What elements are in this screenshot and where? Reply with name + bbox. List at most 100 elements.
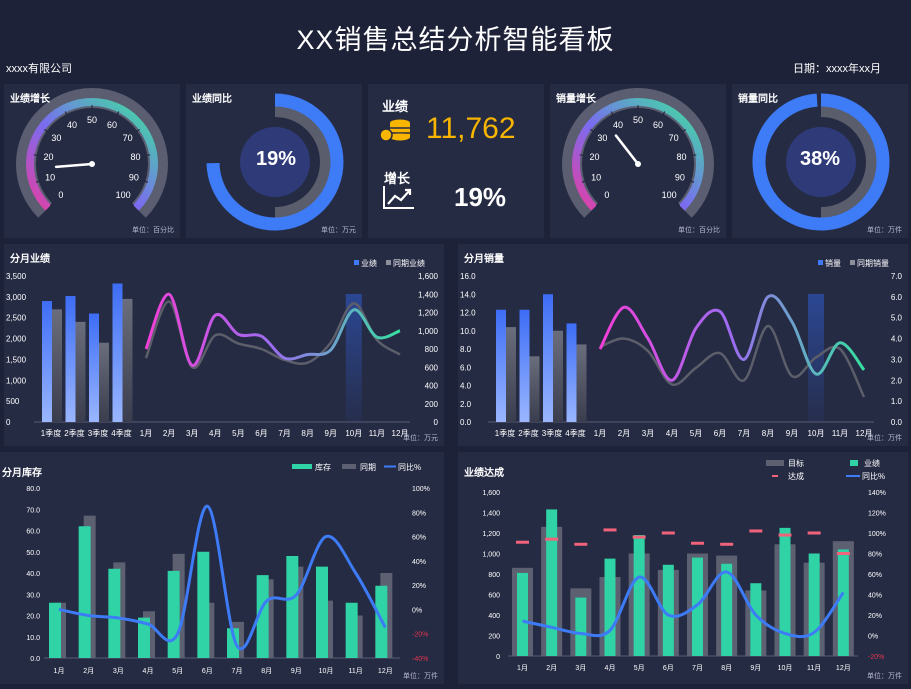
gauge-tick [146,154,151,156]
kpi-performance-label: 业绩 [382,99,409,114]
gauge-tick-label: 90 [129,173,139,183]
inventory-panel: 分月库存 0.0 10.0 20.0 30.0 40.0 50.0 60.0 70.0 80.0… [0,452,444,684]
legend-swatch [772,475,778,477]
y-tick-label: 1,200 [482,531,500,538]
y2-tick-label: 60% [412,535,426,542]
y-tick-label: 30.0 [26,592,40,599]
y2-tick-label: 0.0 [891,418,903,427]
gauge-tick [676,202,681,207]
gauge-needle-hub [635,161,641,167]
y-tick-label: 0 [6,418,11,427]
achievement-panel: 业绩达成 0 200 400 600 800 1,000 1,200 1,400 1,600 -2… [458,452,908,684]
gauge-tick-label: 40 [67,120,77,130]
gauge-tick-label: 30 [51,133,61,143]
bar-同期业绩 [52,309,62,422]
legend-label: 目标 [788,458,804,468]
y2-tick-label: 80% [412,510,426,517]
bar-库存 [286,556,299,658]
x-tick-label: 1月 [54,667,65,675]
marker-达成 [516,540,529,544]
gauge-tick [33,154,38,156]
gauge-tick [35,180,40,183]
bar-业绩 [89,313,99,422]
coins-icon [380,119,410,142]
gauge-tick-label: 40 [613,120,623,130]
line-同比 [58,504,387,651]
kpi-growth-label: 增长 [384,171,411,186]
y2-tick-label: 40% [868,593,882,600]
x-tick-label: 5月 [634,664,645,672]
gauge-tick [144,180,149,183]
panel-title: 业绩增长 [10,94,50,105]
y2-tick-label: 6.0 [891,293,903,302]
x-tick-label: 7月 [278,429,290,438]
gauge-tick-label: 60 [653,120,663,130]
y-tick-label: 2,000 [6,335,27,344]
gauge-tick-label: 20 [590,152,600,162]
x-tick-label: 4月 [209,429,221,438]
bar-库存 [49,602,61,658]
bar-业绩 [112,283,123,422]
gauge-tick-label: 100 [662,190,677,200]
bar-业绩 [65,296,76,422]
x-tick-label: 2月 [163,429,175,438]
y2-tick-label: 100% [412,486,430,493]
y2-tick-label: 600 [425,363,439,372]
unit-label: 单位：万元 [321,227,356,234]
gauge-tick [43,128,48,133]
legend-label: 库存 [315,462,331,472]
y2-tick-label: 200 [425,400,439,409]
y-tick-label: 1,000 [6,376,27,385]
x-tick-label: 12月 [836,664,851,672]
y2-tick-label: 0 [434,418,439,427]
x-tick-label: 3月 [575,664,586,672]
y-tick-label: 1,400 [482,511,500,518]
legend-swatch [386,260,391,265]
y-tick-label: 200 [488,634,500,641]
y2-tick-label: 60% [868,572,882,579]
x-tick-label: 8月 [762,429,774,438]
ring-panel-performance-yoy: 业绩同比 19% 单位：万元 [186,84,362,238]
y-tick-label: 3,000 [6,293,27,302]
bar-业绩 [837,549,849,656]
gauge-tick [116,111,120,116]
x-tick-label: 6月 [255,429,267,438]
gauge-tick-label: 10 [45,173,55,183]
bar-同期业绩 [122,298,133,422]
monthly-sales-chart: 0.0 2.0 4.0 6.0 8.0 10.0 12.0 14.0 16.0 0.0 1.0 2.0… [460,258,903,438]
bar-业绩 [662,564,674,656]
bar-库存 [345,602,358,658]
gauge-panel-sales-growth: 销量增长 0 10 20 30 40 50 60 70 80 90 100 单位：百分比 [550,84,726,238]
bar-业绩 [546,509,558,656]
y-tick-label: 400 [488,613,500,620]
x-tick-label: 3季度 [88,428,108,438]
x-tick-label: 7月 [738,429,750,438]
gauge-tick [130,202,135,207]
x-tick-label: 1季度 [495,428,515,438]
highlight-column [345,294,362,422]
y-tick-label: 500 [6,397,20,406]
bar-销量 [519,309,530,422]
ring-value: 38% [799,148,841,170]
y-tick-label: 1,500 [6,355,27,364]
bar-业绩 [604,558,616,656]
y-tick-label: 2.0 [460,400,472,409]
x-tick-label: 3季度 [542,428,562,438]
legend-swatch [850,460,858,466]
legend-label: 同期 [360,463,376,472]
bar-库存 [197,551,210,658]
bar-业绩 [779,527,791,656]
y-tick-label: 2,500 [6,314,27,323]
y-tick-label: 20.0 [26,614,40,621]
y2-tick-label: 1,200 [418,309,439,318]
legend-label: 同期业绩 [393,258,425,268]
gauge-tick [579,154,584,156]
x-tick-label: 9月 [750,664,761,672]
y-tick-label: 6.0 [460,363,472,372]
bar-销量 [566,323,577,422]
x-tick-label: 6月 [202,667,213,675]
gauge-tick [690,180,695,183]
y2-tick-label: -40% [412,656,428,663]
marker-达成 [603,528,617,532]
y2-tick-label: 7.0 [891,272,903,281]
